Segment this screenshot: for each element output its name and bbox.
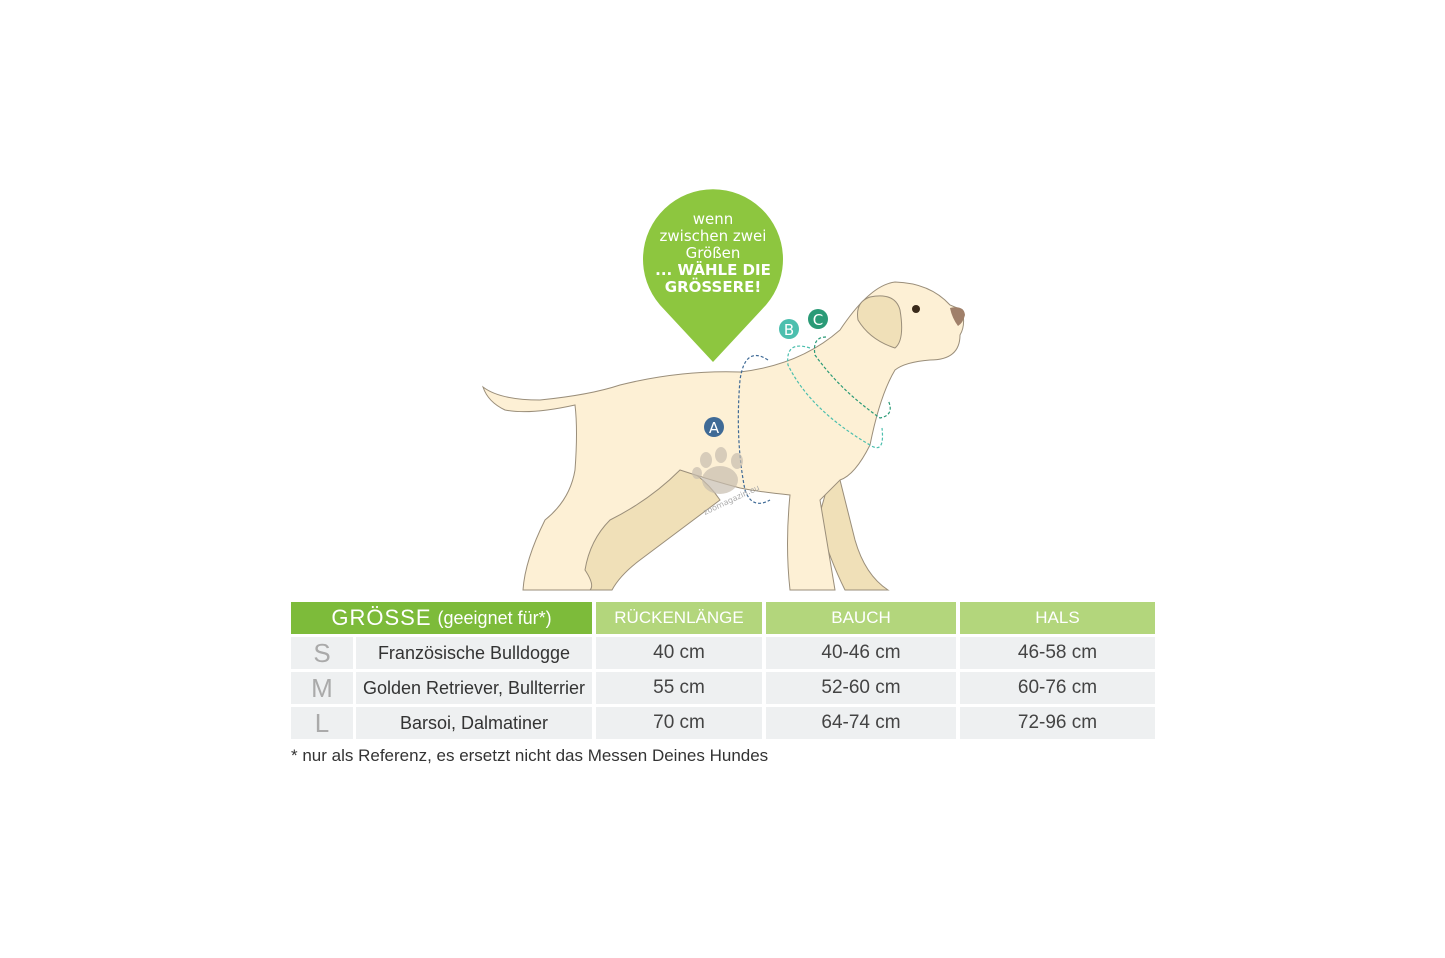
size-cell: L [291,707,353,739]
belly-cell: 40-46 cm [766,637,956,669]
back-cell: 40 cm [596,637,762,669]
dog-eye [912,305,920,313]
measure-line-c [813,336,891,419]
dog-body [482,281,965,591]
marker-b-label: B [784,321,794,339]
header-neck: HALS [960,602,1155,634]
marker-c-label: C [813,311,823,329]
belly-cell: 64-74 cm [766,707,956,739]
neck-cell: 60-76 cm [960,672,1155,704]
breed-cell: Barsoi, Dalmatiner [356,707,592,739]
marker-c [808,309,828,329]
size-cell: S [291,637,353,669]
back-cell: 55 cm [596,672,762,704]
bubble-line: zwischen zwei [659,227,767,245]
breed-cell: Französische Bulldogge [356,637,592,669]
belly-cell: 52-60 cm [766,672,956,704]
header-back: RÜCKENLÄNGE [596,602,762,634]
footnote: * nur als Referenz, es ersetzt nicht das… [291,746,769,765]
header-size-note: (geeignet für*) [437,607,552,628]
neck-cell: 72-96 cm [960,707,1155,739]
dog-nose [950,307,965,326]
header-size-label: GRÖSSE [331,605,432,630]
marker-b [779,319,799,339]
measure-line-a [737,355,771,504]
paw-watermark-icon [692,447,743,494]
back-cell: 70 cm [596,707,762,739]
marker-a-label: A [709,419,720,437]
neck-cell: 46-58 cm [960,637,1155,669]
bubble-line-bold: ... WÄHLE DIE [655,261,771,279]
header-belly: BAUCH [766,602,956,634]
speech-bubble [643,189,784,362]
bubble-line: wenn [692,210,734,228]
size-cell: M [291,672,353,704]
bubble-line-bold: GRÖSSERE! [664,278,762,296]
dog-ear [857,295,903,349]
marker-a [704,417,724,437]
bubble-text: wenn zwischen zwei Größen ... WÄHLE DIE … [643,211,783,296]
breed-cell: Golden Retriever, Bullterrier [356,672,592,704]
header-size: GRÖSSE (geeignet für*) [291,602,592,634]
bubble-line: Größen [685,244,741,262]
measure-line-b [787,345,884,449]
